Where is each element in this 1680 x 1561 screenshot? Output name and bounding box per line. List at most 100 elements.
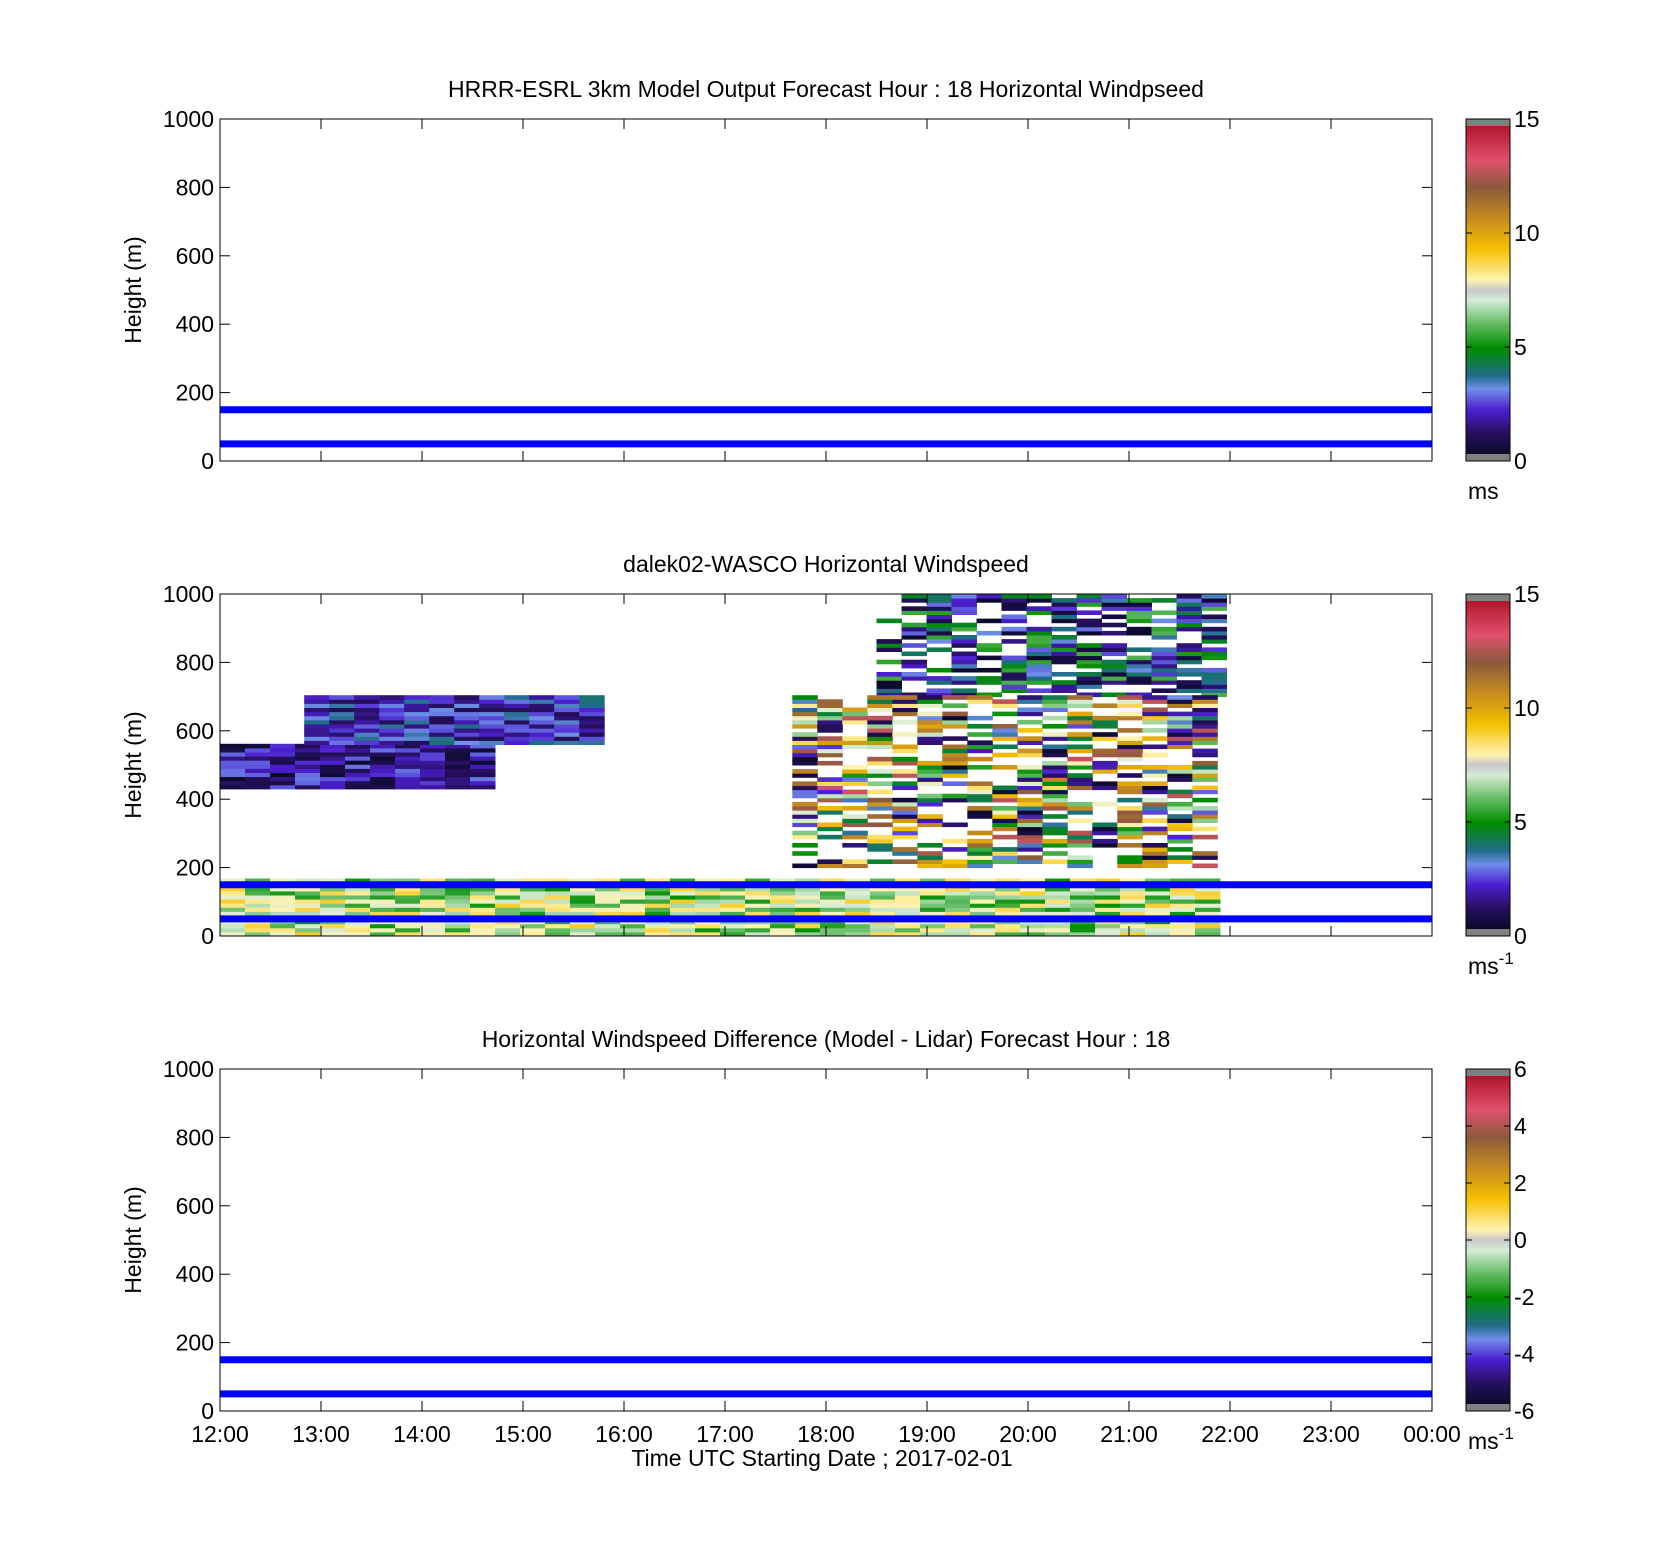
heatmap-cell (1142, 785, 1168, 791)
heatmap-cell (1092, 781, 1118, 786)
heatmap-cell (529, 740, 555, 745)
heatmap-cell (404, 711, 430, 717)
heatmap-cell (1067, 785, 1093, 791)
heatmap-cell (1092, 838, 1118, 844)
heatmap-cell (470, 743, 496, 749)
heatmap-cell (1167, 744, 1193, 750)
heatmap-cell (976, 655, 1002, 661)
y-tick-label: 800 (176, 174, 214, 200)
heatmap-cell (1092, 703, 1118, 708)
heatmap-cell (495, 911, 521, 916)
heatmap-cell (245, 886, 271, 892)
heatmap-cell (420, 772, 446, 778)
heatmap-cell (504, 711, 530, 717)
heatmap-cell (1126, 598, 1152, 603)
heatmap-cell (345, 768, 371, 773)
colorbar: 0 5 10 15 ms (1465, 106, 1540, 504)
heatmap-cell (770, 907, 796, 912)
heatmap-cell (1042, 851, 1068, 856)
heatmap-cell (942, 756, 968, 762)
heatmap-cell (920, 890, 946, 896)
heatmap-cell (1201, 680, 1227, 685)
heatmap-cell (970, 890, 996, 896)
heatmap-cell (529, 724, 555, 729)
heatmap-cell (320, 764, 346, 769)
heatmap-cell (329, 695, 355, 700)
heatmap-cell (445, 907, 471, 912)
heatmap-cell (845, 927, 871, 933)
heatmap-cell (770, 895, 796, 900)
heatmap-cell (901, 594, 927, 599)
heatmap-cell (1201, 630, 1227, 636)
heatmap-cell (845, 878, 871, 884)
heatmap-cell (1026, 659, 1052, 665)
heatmap-cell (270, 911, 296, 916)
heatmap-cell (901, 676, 927, 681)
heatmap-cell (220, 743, 246, 749)
heatmap-cell (895, 878, 921, 884)
heatmap-cell (992, 793, 1018, 799)
heatmap-cell (1017, 719, 1043, 725)
heatmap-cell (1151, 667, 1177, 673)
heatmap-cell (1067, 715, 1093, 721)
heatmap-cell (579, 740, 605, 745)
heatmap-cell (770, 890, 796, 896)
heatmap-cell (817, 748, 843, 754)
heatmap-cell (645, 878, 671, 884)
heatmap-cell (454, 711, 480, 717)
heatmap-cell (1017, 838, 1043, 844)
heatmap-cell (345, 760, 371, 765)
heatmap-cell (1026, 626, 1052, 632)
heatmap-cell (1167, 801, 1193, 807)
heatmap-cell (1167, 859, 1193, 864)
heatmap-cell (1145, 890, 1171, 896)
heatmap-cell (1142, 695, 1168, 700)
heatmap-cell (1092, 843, 1118, 848)
heatmap-cell (1117, 814, 1143, 819)
heatmap-cell (270, 886, 296, 892)
heatmap-cell (454, 740, 480, 745)
heatmap-cell (470, 776, 496, 782)
heatmap-cell (792, 863, 818, 869)
heatmap-cell (345, 890, 371, 896)
heatmap-cell (792, 711, 818, 717)
heatmap-cell (304, 711, 330, 717)
heatmap-cell (870, 886, 896, 892)
heatmap-cell (595, 903, 621, 908)
heatmap-cell (926, 626, 952, 632)
heatmap-cell (1195, 886, 1221, 892)
heatmap-cell (1017, 707, 1043, 713)
heatmap-cell (320, 931, 346, 937)
heatmap-cell (1076, 610, 1102, 615)
heatmap-cell (695, 907, 721, 912)
heatmap-cell (1076, 680, 1102, 685)
heatmap-cell (529, 715, 555, 721)
heatmap-cell (817, 715, 843, 721)
heatmap-cell (967, 744, 993, 750)
heatmap-cell (595, 927, 621, 933)
heatmap-cell (1067, 859, 1093, 864)
heatmap-cell (1167, 834, 1193, 840)
heatmap-cell (792, 732, 818, 737)
heatmap-cell (1201, 635, 1227, 640)
heatmap-cell (420, 776, 446, 782)
heatmap-cell (817, 810, 843, 815)
heatmap-cell (1076, 598, 1102, 603)
heatmap-cell (379, 736, 405, 741)
heatmap-cell (976, 643, 1002, 648)
heatmap-cell (579, 724, 605, 729)
heatmap-cell (1042, 785, 1068, 791)
heatmap-cell (270, 743, 296, 749)
heatmap-cell (370, 899, 396, 904)
panel-3: Horizontal Windspeed Difference (Model -… (120, 1026, 1535, 1454)
heatmap-cell (645, 931, 671, 937)
heatmap-cell (479, 707, 505, 713)
heatmap-cell (1076, 692, 1102, 698)
heatmap-cell (529, 711, 555, 717)
heatmap-cell (1201, 667, 1227, 673)
heatmap-cell (470, 784, 496, 790)
heatmap-cell (867, 732, 893, 737)
heatmap-cell (917, 719, 943, 725)
heatmap-cell (792, 818, 818, 823)
heatmap-cell (1142, 769, 1168, 774)
